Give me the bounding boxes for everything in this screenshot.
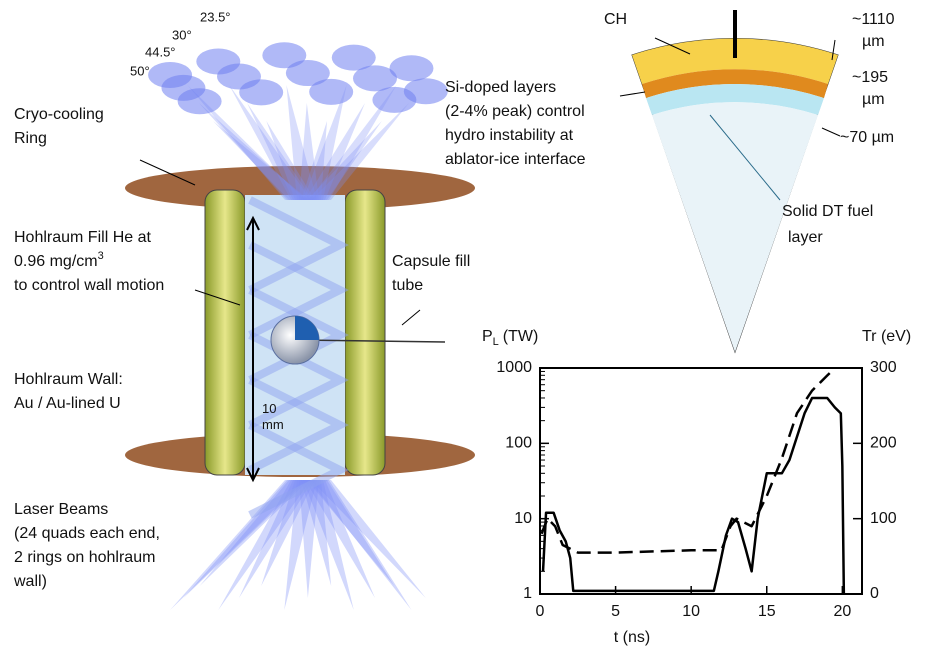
y2-tick-label: 100: [870, 510, 897, 527]
superscript: 3: [98, 250, 104, 262]
label-line: 0.96 mg/cm: [14, 253, 98, 270]
series-line: [542, 368, 835, 553]
pointer: [402, 310, 420, 325]
x-tick-label: 5: [611, 603, 620, 620]
beam-spot: [389, 55, 433, 81]
plot-frame: [540, 368, 862, 594]
figure: 50° 44.5° 30° 23.5° Cryo-cooling Ring Ho…: [0, 0, 933, 655]
label-line: ablator-ice interface: [445, 151, 586, 168]
y-tick-label: 1000: [496, 359, 532, 376]
thickness-label: ~70 µm: [840, 129, 894, 146]
label-line: Cryo-cooling: [14, 106, 104, 123]
pointer: [620, 92, 645, 96]
hohlraum-wall-right: [345, 190, 385, 475]
label-line: (24 quads each end,: [14, 525, 160, 542]
y2-axis-title: Tr (eV): [862, 328, 911, 345]
beam-spot: [404, 78, 448, 104]
angle-label: 23.5°: [200, 9, 231, 24]
label-part: P: [482, 328, 493, 345]
x-tick-label: 15: [758, 603, 776, 620]
series-line: [543, 398, 844, 594]
label-line: to control wall motion: [14, 277, 164, 294]
ablator-label: CH: [604, 11, 627, 28]
subscript: L: [493, 336, 499, 348]
beam-spot: [178, 88, 222, 114]
label-line: Hohlraum Fill He at: [14, 229, 151, 246]
label-line: tube: [392, 277, 423, 294]
label-line: Au / Au-lined U: [14, 395, 121, 412]
label-line: layer: [788, 229, 823, 246]
label-line: 2 rings on hohlraum: [14, 549, 155, 566]
label-line: Capsule fill: [392, 253, 470, 270]
cryo-ring-label: Cryo-cooling Ring: [14, 106, 108, 147]
thickness-label: ~195 µm: [852, 69, 893, 108]
gas-region: [652, 102, 818, 352]
label-line: (2-4% peak) control: [445, 103, 585, 120]
label-line: Laser Beams: [14, 501, 108, 518]
label-line: Si-doped layers: [445, 79, 556, 96]
y2-tick-label: 200: [870, 435, 897, 452]
plot: 0 5 10 15 20 1 10 100 1000 0 100 200 300: [496, 359, 896, 620]
beam-spot: [309, 79, 353, 105]
beams-label: Laser Beams (24 quads each end, 2 rings …: [13, 501, 164, 590]
label-line: ~1110: [852, 11, 895, 28]
fill-tube-label: Capsule fill tube: [392, 253, 475, 294]
fuel-label: Solid DT fuel layer: [782, 203, 878, 246]
label-line: µm: [862, 33, 885, 50]
y-tick-label: 100: [505, 435, 532, 452]
beam-spot: [239, 79, 283, 105]
label-line: mm: [262, 417, 284, 432]
label-line: wall): [13, 573, 47, 590]
y2-tick-label: 300: [870, 359, 897, 376]
pointer: [822, 128, 840, 136]
label-line: Hohlraum Wall:: [14, 371, 123, 388]
label-part: (TW): [503, 328, 539, 345]
label-line: Ring: [14, 130, 47, 147]
doped-label: Si-doped layers (2-4% peak) control hydr…: [445, 79, 589, 168]
capsule-wedge: [620, 10, 840, 352]
label-line: 10: [262, 401, 276, 416]
wall-label: Hohlraum Wall: Au / Au-lined U: [14, 371, 127, 412]
y-tick-label: 1: [523, 585, 532, 602]
thickness-label: ~1110 µm: [852, 11, 899, 50]
fill-label: Hohlraum Fill He at 0.96 mg/cm3 to contr…: [14, 229, 164, 294]
y-axis-title: PL (TW): [482, 328, 538, 348]
label-line: ~195: [852, 69, 888, 86]
label-line: Solid DT fuel: [782, 203, 873, 220]
angle-label: 30°: [172, 27, 192, 42]
x-axis-title: t (ns): [614, 629, 650, 646]
x-tick-label: 20: [833, 603, 851, 620]
angle-label: 44.5°: [145, 44, 176, 59]
label-line: hydro instability at: [445, 127, 574, 144]
y-tick-label: 10: [514, 510, 532, 527]
label-line: µm: [862, 91, 885, 108]
hohlraum-wall-left: [205, 190, 245, 475]
x-tick-label: 0: [536, 603, 545, 620]
x-tick-label: 10: [682, 603, 700, 620]
angle-label: 50°: [130, 63, 150, 78]
y2-tick-label: 0: [870, 585, 879, 602]
